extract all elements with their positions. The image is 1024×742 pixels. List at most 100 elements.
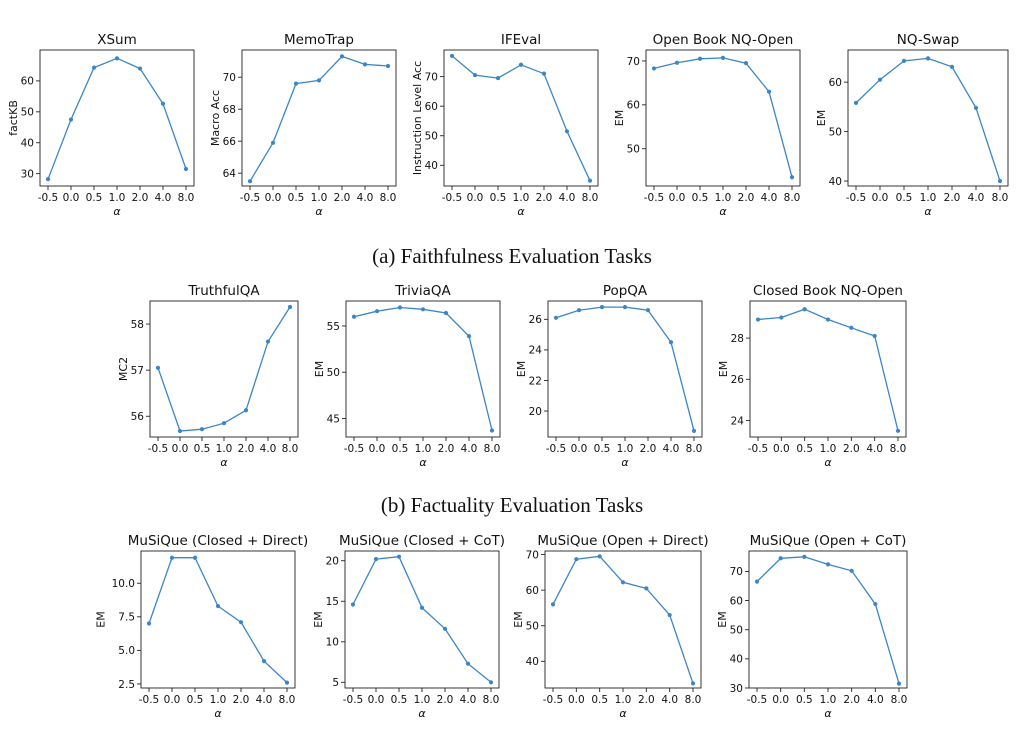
y-tick-label: 55 [327, 321, 340, 333]
data-point [261, 659, 267, 664]
x-tick-label: 0.5 [796, 443, 813, 455]
data-point [620, 580, 626, 585]
series-line [757, 308, 899, 431]
data-point [155, 365, 161, 370]
x-tick-label: 4.0 [256, 694, 273, 706]
x-tick-label: 0.0 [172, 443, 189, 455]
x-tick-label: 2.0 [738, 192, 755, 204]
x-tick-label: 2.0 [437, 694, 454, 706]
y-tick-label: 70 [425, 71, 438, 83]
x-tick-label: 4.0 [260, 443, 277, 455]
x-tick-label: 0.0 [571, 443, 588, 455]
y-tick-label: 50 [730, 625, 743, 637]
series-line [352, 556, 492, 683]
chart-title: MuSiQue (Open + Direct) [537, 533, 708, 549]
chart-panel-5: TruthfulQA -0.5 0.0 0.5 1.0 2.0 4.0 8.0 56 57 58 α M… [117, 283, 299, 469]
chart-panel-3: Open Book NQ-Open -0.5 0.0 0.5 1.0 2.0 4.0 8.0 5… [613, 32, 801, 218]
x-tick-label: -0.5 [747, 694, 768, 706]
x-tick-label: 1.0 [820, 694, 837, 706]
y-axis-label: MC2 [117, 357, 130, 381]
data-point [651, 66, 657, 71]
data-point [587, 178, 593, 183]
chart-panel-4: NQ-Swap -0.5 0.0 0.5 1.0 2.0 4.0 8.0 40 50 60 α EM [815, 32, 1009, 218]
data-point [644, 586, 649, 591]
x-tick-label: -0.5 [846, 192, 867, 204]
x-axis-label: α [214, 707, 222, 720]
data-point [420, 307, 426, 312]
y-tick-label: 50 [21, 107, 34, 119]
y-tick-label: 56 [131, 411, 145, 423]
series-line [451, 55, 591, 181]
y-tick-label: 70 [730, 566, 743, 578]
chart-title: Closed Book NQ-Open [753, 283, 903, 299]
data-point [221, 421, 227, 426]
plot-frame [140, 550, 296, 689]
y-tick-label: 66 [223, 136, 237, 148]
data-point [293, 81, 299, 86]
x-tick-label: 8.0 [380, 192, 397, 204]
chart-title: MemoTrap [284, 32, 354, 48]
data-point [385, 63, 391, 69]
y-axis-label: EM [312, 611, 325, 627]
x-axis-label: α [924, 205, 932, 218]
x-tick-label: -0.5 [748, 443, 769, 455]
data-point [690, 681, 696, 686]
data-point [849, 325, 854, 330]
y-tick-label: 60 [526, 585, 539, 597]
x-tick-label: -0.5 [148, 443, 169, 455]
x-tick-label: 0.5 [86, 192, 103, 204]
x-tick-label: 8.0 [686, 443, 703, 455]
series-line [855, 57, 1001, 182]
data-point [597, 554, 602, 559]
y-tick-label: 64 [223, 168, 237, 180]
x-tick-label: 0.5 [692, 192, 709, 204]
data-point [374, 309, 380, 314]
y-tick-label: 70 [223, 72, 236, 84]
x-tick-label: 4.0 [761, 192, 778, 204]
chart-title: NQ-Swap [897, 32, 959, 48]
x-tick-label: 1.0 [615, 694, 632, 706]
data-point [697, 56, 703, 61]
plot-frame [344, 550, 500, 689]
data-point [949, 64, 955, 69]
data-point [853, 100, 859, 106]
data-point [873, 601, 878, 607]
x-tick-label: 2.0 [843, 443, 860, 455]
chart-panel-6: TriviaQA -0.5 0.0 0.5 1.0 2.0 4.0 8.0 45 50 55 α EM [313, 283, 501, 469]
y-tick-label: 30 [730, 683, 743, 695]
x-tick-label: 8.0 [891, 694, 908, 706]
data-point [802, 554, 807, 559]
x-tick-label: -0.5 [240, 192, 261, 204]
data-point [146, 621, 152, 626]
x-tick-label: 1.0 [920, 192, 937, 204]
data-point [667, 612, 672, 618]
data-point [645, 308, 651, 313]
data-point [574, 557, 579, 562]
data-point [419, 605, 425, 610]
x-tick-label: 1.0 [617, 443, 634, 455]
chart-title: MuSiQue (Closed + Direct) [128, 533, 309, 549]
x-tick-label: 4.0 [357, 192, 374, 204]
y-tick-label: 20 [529, 406, 542, 418]
chart-title: IFEval [501, 32, 541, 48]
x-axis-label: α [419, 456, 427, 469]
y-tick-label: 24 [529, 345, 543, 357]
plot-frame [645, 49, 801, 187]
series-line [756, 556, 900, 684]
y-tick-label: 40 [829, 176, 842, 188]
data-point [472, 73, 478, 78]
data-point [599, 305, 605, 310]
data-point [802, 307, 807, 312]
plot-frame [149, 300, 299, 438]
x-tick-label: 0.5 [591, 694, 608, 706]
chart-panel-10: MuSiQue (Closed + CoT) -0.5 0.0 0.5 1.0 2.0 4.… [312, 533, 505, 720]
x-tick-label: -0.5 [546, 443, 567, 455]
data-point [397, 305, 403, 310]
data-point [495, 75, 501, 81]
data-point [362, 62, 368, 67]
y-tick-label: 70 [526, 549, 539, 561]
x-tick-label: 1.0 [210, 694, 227, 706]
x-axis-label: α [517, 205, 525, 218]
data-point [339, 54, 345, 59]
data-point [238, 620, 244, 625]
